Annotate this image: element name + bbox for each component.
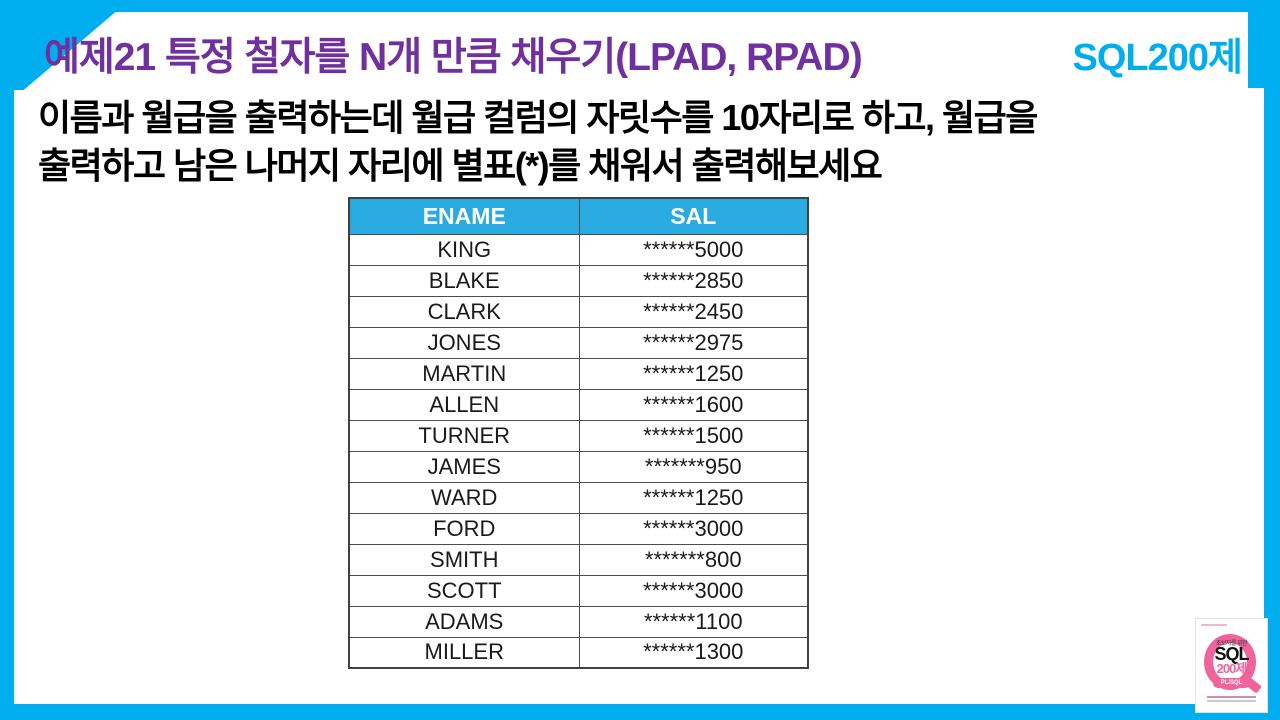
logo-decorative-bar bbox=[1207, 700, 1256, 702]
sal-cell: ******1600 bbox=[578, 388, 809, 421]
sal-cell: ******5000 bbox=[578, 233, 809, 266]
table-header-row: ENAME SAL bbox=[348, 197, 809, 235]
table-row: FORD ******3000 bbox=[348, 512, 809, 545]
ename-cell: CLARK bbox=[348, 295, 580, 328]
ename-cell: SCOTT bbox=[348, 574, 580, 607]
sal-cell: *******800 bbox=[578, 543, 809, 576]
sal-cell: ******3000 bbox=[578, 574, 809, 607]
table-row: WARD ******1250 bbox=[348, 481, 809, 514]
ename-cell: MILLER bbox=[348, 636, 580, 669]
table-row: ALLEN ******1600 bbox=[348, 388, 809, 421]
table-row: MARTIN ******1250 bbox=[348, 357, 809, 390]
ename-cell: JAMES bbox=[348, 450, 580, 483]
logo-decorative-line bbox=[1201, 624, 1227, 626]
logo-subtitle: 200제 bbox=[1216, 661, 1248, 676]
brand-label: SQL200제 bbox=[1072, 37, 1243, 79]
table-row: JONES ******2975 bbox=[348, 326, 809, 359]
logo-top-text: 초보자를 위한 bbox=[1215, 641, 1248, 647]
column-header-sal: SAL bbox=[578, 197, 809, 235]
problem-statement: 이름과 월급을 출력하는데 월급 컬럼의 자릿수를 10자리로 하고, 월급을 … bbox=[38, 94, 1248, 189]
sal-cell: ******3000 bbox=[578, 512, 809, 545]
table-row: JAMES *******950 bbox=[348, 450, 809, 483]
table-row: MILLER ******1300 bbox=[348, 636, 809, 669]
sal-cell: ******1500 bbox=[578, 419, 809, 452]
column-header-ename: ENAME bbox=[348, 197, 580, 235]
sal-cell: ******1100 bbox=[578, 605, 809, 638]
table-row: CLARK ******2450 bbox=[348, 295, 809, 328]
problem-line-2: 출력하고 남은 나머지 자리에 별표(*)를 채워서 출력해보세요 bbox=[38, 144, 883, 186]
table-row: BLAKE ******2850 bbox=[348, 264, 809, 297]
ename-cell: KING bbox=[348, 233, 580, 266]
result-table: ENAME SAL KING ******5000 BLAKE ******2850… bbox=[348, 197, 809, 669]
sal-cell: *******950 bbox=[578, 450, 809, 483]
sal-cell: ******1300 bbox=[578, 636, 809, 669]
table-row: ADAMS ******1100 bbox=[348, 605, 809, 638]
ename-cell: BLAKE bbox=[348, 264, 580, 297]
ename-cell: SMITH bbox=[348, 543, 580, 576]
table-row: SMITH *******800 bbox=[348, 543, 809, 576]
sal-cell: ******2450 bbox=[578, 295, 809, 328]
page-title: 예제21 특정 철자를 N개 만큼 채우기(LPAD, RPAD) bbox=[44, 36, 863, 79]
ename-cell: MARTIN bbox=[348, 357, 580, 390]
ename-cell: FORD bbox=[348, 512, 580, 545]
table-row: KING ******5000 bbox=[348, 233, 809, 266]
ename-cell: WARD bbox=[348, 481, 580, 514]
topright-accent-strip bbox=[1248, 12, 1264, 88]
sal-cell: ******1250 bbox=[578, 357, 809, 390]
sal-cell: ******1250 bbox=[578, 481, 809, 514]
logo-badge: PL/SQL bbox=[1213, 678, 1250, 688]
ename-cell: ADAMS bbox=[348, 605, 580, 638]
ename-cell: TURNER bbox=[348, 419, 580, 452]
slide-content-area: 예제21 특정 철자를 N개 만큼 채우기(LPAD, RPAD) SQL200… bbox=[14, 12, 1264, 704]
ename-cell: JONES bbox=[348, 326, 580, 359]
logo-decorative-bar bbox=[1207, 696, 1256, 698]
sal-cell: ******2975 bbox=[578, 326, 809, 359]
table-row: SCOTT ******3000 bbox=[348, 574, 809, 607]
ename-cell: ALLEN bbox=[348, 388, 580, 421]
table-row: TURNER ******1500 bbox=[348, 419, 809, 452]
logo-title: SQL bbox=[1214, 644, 1249, 664]
book-cover-logo: 초보자를 위한 SQL 200제 PL/SQL bbox=[1195, 618, 1268, 713]
problem-line-1: 이름과 월급을 출력하는데 월급 컬럼의 자릿수를 10자리로 하고, 월급을 bbox=[38, 97, 1038, 138]
sal-cell: ******2850 bbox=[578, 264, 809, 297]
